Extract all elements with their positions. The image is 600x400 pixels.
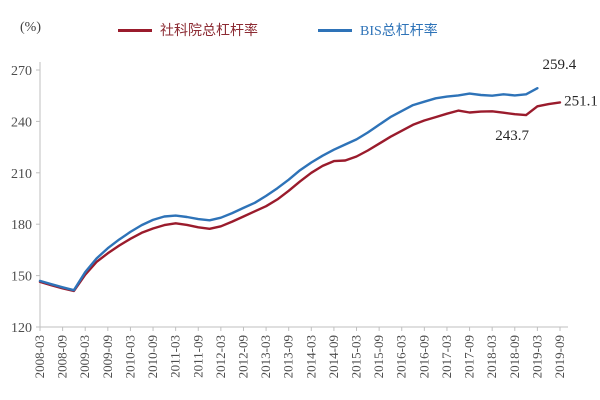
legend-item-cass: 社科院总杠杆率 xyxy=(118,20,258,40)
x-tick-label: 2008-03 xyxy=(32,335,47,378)
x-tick-label: 2015-09 xyxy=(371,335,386,378)
legend-label-cass: 社科院总杠杆率 xyxy=(160,24,258,39)
x-tick-label: 2018-03 xyxy=(484,335,499,378)
series-line-cass xyxy=(38,101,562,293)
y-tick-label: 240 xyxy=(11,115,32,130)
x-tick-label: 2019-03 xyxy=(529,335,544,378)
y-tick-label: 270 xyxy=(11,64,32,79)
x-tick-label: 2009-09 xyxy=(100,335,115,378)
x-tick-label: 2012-03 xyxy=(213,335,228,378)
x-tick-label: 2013-09 xyxy=(281,335,296,378)
y-tick-label: 210 xyxy=(11,167,32,182)
x-tick-label: 2015-03 xyxy=(349,335,364,378)
x-tick-label: 2017-09 xyxy=(462,335,477,378)
legend-line-swatch-blue xyxy=(318,28,352,32)
y-tick-label: 180 xyxy=(11,218,32,233)
series-line-bis xyxy=(38,86,539,292)
y-tick-label: 120 xyxy=(11,321,32,336)
x-tick-label: 2016-09 xyxy=(416,335,431,378)
data-point-annotation: 251.1 xyxy=(564,93,598,109)
data-point-annotation: 243.7 xyxy=(495,128,529,144)
x-tick-label: 2014-03 xyxy=(303,335,318,378)
x-tick-label: 2010-03 xyxy=(122,335,137,378)
x-tick-label: 2017-03 xyxy=(439,335,454,378)
x-tick-label: 2014-09 xyxy=(326,335,341,378)
x-tick-label: 2019-09 xyxy=(552,335,567,378)
x-tick-label: 2013-03 xyxy=(258,335,273,378)
x-tick-label: 2018-09 xyxy=(507,335,522,378)
legend-label-bis: BIS总杠杆率 xyxy=(360,24,438,39)
x-tick-label: 2016-03 xyxy=(394,335,409,378)
y-axis-unit-label: (%) xyxy=(20,20,41,35)
x-tick-label: 2011-03 xyxy=(168,335,183,378)
x-tick-label: 2008-09 xyxy=(55,335,70,378)
chart-legend: 社科院总杠杆率 BIS总杠杆率 xyxy=(0,18,600,40)
legend-line-swatch-red xyxy=(118,28,152,32)
data-point-annotation: 259.4 xyxy=(543,57,577,73)
x-tick-label: 2010-09 xyxy=(145,335,160,378)
legend-item-bis: BIS总杠杆率 xyxy=(318,20,438,40)
x-tick-label: 2011-09 xyxy=(190,335,205,378)
y-tick-label: 150 xyxy=(11,270,32,285)
x-tick-label: 2009-03 xyxy=(77,335,92,378)
x-tick-label: 2012-09 xyxy=(235,335,250,378)
